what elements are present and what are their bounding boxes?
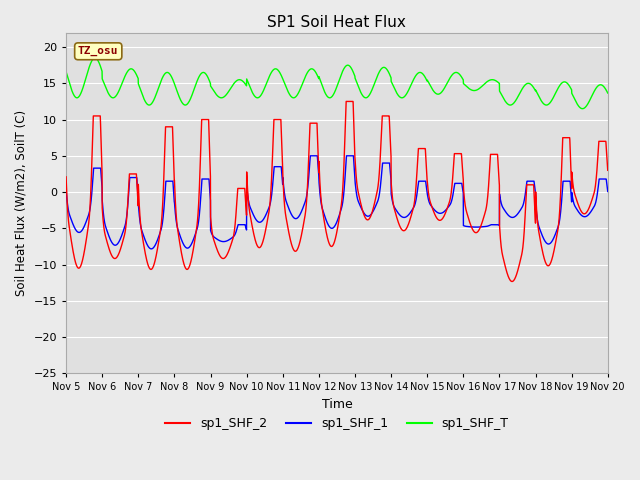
sp1_SHF_T <box>552 88 560 94</box>
sp1_SHF_T <box>179 100 186 106</box>
sp1_SHF_T <box>62 69 70 74</box>
sp1_SHF_1 <box>390 204 397 209</box>
Line: sp1_SHF_T: sp1_SHF_T <box>66 58 608 108</box>
sp1_SHF_2 <box>179 253 186 259</box>
sp1_SHF_1 <box>553 228 561 234</box>
sp1_SHF_T <box>214 93 221 99</box>
sp1_SHF_T <box>604 90 611 96</box>
sp1_SHF_1 <box>604 189 612 194</box>
sp1_SHF_2 <box>390 204 397 209</box>
sp1_SHF_2 <box>399 228 407 234</box>
sp1_SHF_1 <box>179 239 186 244</box>
sp1_SHF_T <box>604 90 612 96</box>
sp1_SHF_T <box>390 84 397 90</box>
sp1_SHF_T <box>399 95 407 100</box>
sp1_SHF_2 <box>604 166 611 171</box>
sp1_SHF_T <box>579 106 586 111</box>
sp1_SHF_1 <box>214 237 221 242</box>
sp1_SHF_2 <box>553 234 561 240</box>
sp1_SHF_1 <box>604 188 611 193</box>
sp1_SHF_1 <box>62 187 70 192</box>
sp1_SHF_2 <box>604 168 612 173</box>
Title: SP1 Soil Heat Flux: SP1 Soil Heat Flux <box>268 15 406 30</box>
sp1_SHF_2 <box>62 174 70 180</box>
Legend: sp1_SHF_2, sp1_SHF_1, sp1_SHF_T: sp1_SHF_2, sp1_SHF_1, sp1_SHF_T <box>160 412 514 435</box>
X-axis label: Time: Time <box>321 398 352 411</box>
sp1_SHF_1 <box>399 215 407 220</box>
sp1_SHF_T <box>91 55 99 61</box>
sp1_SHF_1 <box>147 246 155 252</box>
sp1_SHF_2 <box>342 98 350 104</box>
Line: sp1_SHF_1: sp1_SHF_1 <box>66 156 608 249</box>
Text: TZ_osu: TZ_osu <box>78 46 118 57</box>
sp1_SHF_2 <box>214 247 221 253</box>
Line: sp1_SHF_2: sp1_SHF_2 <box>66 101 608 281</box>
Y-axis label: Soil Heat Flux (W/m2), SoilT (C): Soil Heat Flux (W/m2), SoilT (C) <box>15 110 28 296</box>
sp1_SHF_1 <box>307 153 314 159</box>
sp1_SHF_2 <box>508 278 516 284</box>
